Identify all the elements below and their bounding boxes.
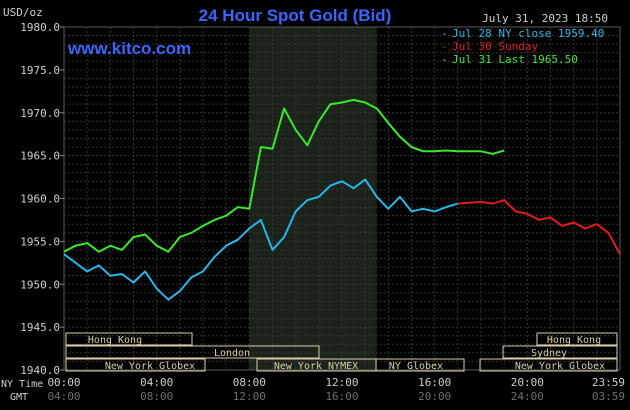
y-tick-label: 1975.0 xyxy=(20,64,60,77)
session-ny-nymex: New York NYMEX xyxy=(274,361,358,372)
series-line-3 xyxy=(63,98,505,253)
series-line-2 xyxy=(457,199,621,255)
session-hong-kong: Hong Kong xyxy=(88,335,142,346)
gmt-label: GMT xyxy=(10,392,28,403)
x-tick-label-ny: 08:00 xyxy=(233,376,266,389)
legend-bullet-today: - xyxy=(441,53,448,66)
timestamp: July 31, 2023 18:50 xyxy=(482,12,608,25)
x-tick-label-ny: 16:00 xyxy=(418,376,451,389)
legend-sunday: Jul 30 Sunday xyxy=(452,40,538,53)
x-tick-label-gmt: 16:00 xyxy=(325,390,358,403)
session-ny-globex-box xyxy=(65,358,206,372)
session-ny-globex: New York Globex xyxy=(105,361,195,372)
grid-lines xyxy=(64,27,620,370)
y-tick-label: 1940.0 xyxy=(20,364,60,377)
session-ny-globex-box-2 xyxy=(479,358,618,372)
x-tick-label-gmt: 03:59 xyxy=(592,390,625,403)
legend-today: Jul 31 Last 1965.50 xyxy=(452,53,578,66)
x-tick-label-ny: 12:00 xyxy=(325,376,358,389)
x-tick-label-ny: 23:59 xyxy=(592,376,625,389)
y-tick-label: 1945.0 xyxy=(20,321,60,334)
legend: - Jul 28 NY close 1959.40 - Jul 30 Sunda… xyxy=(441,27,604,66)
x-tick-label-gmt: 08:00 xyxy=(140,390,173,403)
legend-bullet-sunday: - xyxy=(441,40,448,53)
y-tick-label: 1960.0 xyxy=(20,193,60,206)
y-tick-label: 1970.0 xyxy=(20,107,60,120)
legend-prev-close: Jul 28 NY close 1959.40 xyxy=(452,27,604,40)
y-tick-label: 1980.0 xyxy=(20,21,60,34)
session-london: London xyxy=(214,348,250,359)
x-axis: 00:0004:0004:0008:0008:0012:0012:0016:00… xyxy=(47,376,625,403)
ny-time-label: NY Time xyxy=(1,379,43,390)
session-hong-kong-box xyxy=(65,332,193,346)
x-tick-label-gmt: 12:00 xyxy=(233,390,266,403)
x-tick-label-gmt: 20:00 xyxy=(418,390,451,403)
legend-bullet-prev: - xyxy=(441,27,448,40)
session-london-box xyxy=(65,345,320,359)
series-line-1 xyxy=(63,178,459,301)
x-tick-label-ny: 04:00 xyxy=(140,376,173,389)
session-boxes xyxy=(65,332,618,372)
session-hong-kong-2: Hong Kong xyxy=(547,335,601,346)
units-label: USD/oz xyxy=(3,6,43,19)
session-ny-globex-short: NY Globex xyxy=(389,361,443,372)
session-hong-kong-box-2 xyxy=(536,332,618,346)
session-sydney-box xyxy=(502,345,618,359)
x-tick-label-gmt: 04:00 xyxy=(47,390,80,403)
x-tick-label-gmt: 24:00 xyxy=(511,390,544,403)
session-ny-globex-2: New York Globex xyxy=(515,361,605,372)
y-tick-label: 1950.0 xyxy=(20,278,60,291)
y-tick-label: 1965.0 xyxy=(20,150,60,163)
session-labels: Hong Kong London New York Globex New Yor… xyxy=(88,335,605,372)
y-tick-label: 1955.0 xyxy=(20,235,60,248)
watermark: www.kitco.com xyxy=(67,39,191,58)
y-axis: 1940.0 1945.0 1950.0 1955.0 1960.0 1965.0 1970… xyxy=(20,21,64,377)
x-tick-label-ny: 20:00 xyxy=(511,376,544,389)
chart-title: 24 Hour Spot Gold (Bid) xyxy=(199,6,392,25)
session-sydney: Sydney xyxy=(531,348,567,359)
x-tick-label-ny: 00:00 xyxy=(47,376,80,389)
session-ny-globex-short-box xyxy=(375,358,465,372)
series-group xyxy=(63,98,621,301)
